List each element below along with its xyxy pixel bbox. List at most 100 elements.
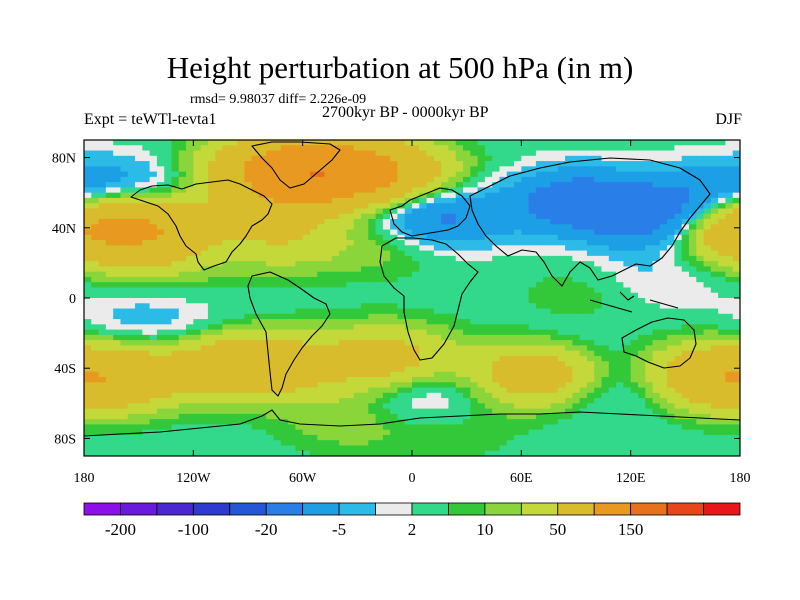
field-cell — [193, 392, 202, 399]
field-cell — [288, 345, 296, 352]
field-cell — [710, 171, 719, 178]
field-cell — [149, 282, 158, 289]
field-cell — [696, 334, 705, 341]
field-cell — [637, 282, 646, 289]
field-cell — [302, 319, 311, 325]
field-cell — [514, 140, 522, 146]
field-cell — [229, 219, 238, 225]
field-cell — [207, 303, 216, 310]
field-cell — [164, 255, 173, 262]
field-cell — [637, 266, 646, 273]
field-cell — [412, 203, 420, 210]
field-cell — [222, 292, 231, 299]
field-cell — [84, 140, 92, 146]
field-cell — [105, 208, 114, 215]
field-cell — [521, 229, 530, 236]
field-cell — [309, 234, 318, 241]
field-cell — [346, 392, 355, 399]
field-cell — [659, 308, 668, 315]
field-cell — [688, 292, 697, 299]
field-cell — [295, 155, 304, 162]
field-cell — [652, 161, 661, 167]
field-cell — [463, 419, 471, 425]
field-cell — [222, 377, 231, 383]
field-cell — [266, 313, 275, 320]
field-cell — [178, 424, 187, 431]
field-cell — [222, 387, 231, 394]
field-cell — [404, 176, 413, 183]
field-cell — [149, 140, 158, 146]
field-cell — [732, 313, 740, 320]
field-cell — [91, 287, 100, 294]
field-cell — [273, 171, 282, 178]
field-cell — [477, 197, 486, 204]
field-cell — [295, 192, 304, 199]
field-cell — [484, 424, 493, 431]
field-cell — [499, 166, 508, 173]
field-cell — [477, 334, 486, 341]
field-cell — [295, 298, 304, 304]
field-cell — [324, 324, 333, 331]
field-cell — [419, 213, 428, 220]
field-cell — [375, 166, 384, 173]
field-cell — [324, 192, 333, 199]
field-cell — [84, 298, 92, 304]
field-cell — [84, 355, 92, 362]
field-cell — [463, 171, 471, 178]
field-cell — [433, 276, 442, 283]
field-cell — [142, 171, 151, 178]
field-cell — [346, 276, 355, 283]
field-cell — [127, 366, 136, 373]
field-cell — [222, 403, 231, 410]
field-cell — [659, 303, 668, 310]
field-cell — [324, 355, 333, 362]
field-cell — [237, 340, 245, 346]
field-cell — [178, 261, 187, 267]
field-cell — [149, 255, 158, 262]
field-cell — [120, 377, 129, 383]
field-cell — [346, 245, 355, 252]
field-cell — [543, 350, 552, 357]
field-cell — [557, 303, 566, 310]
field-cell — [135, 419, 143, 425]
field-cell — [98, 245, 107, 252]
field-cell — [98, 408, 107, 415]
field-cell — [339, 176, 347, 183]
field-cell — [645, 387, 654, 394]
field-cell — [295, 161, 304, 167]
field-cell — [273, 408, 282, 415]
field-cell — [732, 266, 740, 273]
field-cell — [302, 350, 311, 357]
field-cell — [346, 355, 355, 362]
field-cell — [623, 292, 632, 299]
field-cell — [645, 276, 654, 283]
field-cell — [594, 377, 603, 383]
field-cell — [441, 377, 450, 383]
field-cell — [565, 245, 573, 252]
field-cell — [331, 345, 340, 352]
field-cell — [521, 313, 530, 320]
field-cell — [127, 187, 136, 194]
field-cell — [521, 276, 530, 283]
field-cell — [149, 155, 158, 162]
field-cell — [645, 182, 654, 188]
field-cell — [288, 245, 296, 252]
field-cell — [543, 287, 552, 294]
field-cell — [674, 287, 683, 294]
field-cell — [732, 387, 740, 394]
field-cell — [135, 245, 143, 252]
field-cell — [732, 203, 740, 210]
field-cell — [441, 145, 450, 152]
field-cell — [455, 308, 464, 315]
field-cell — [302, 361, 311, 368]
field-cell — [113, 261, 122, 267]
field-cell — [91, 255, 100, 262]
field-cell — [586, 292, 595, 299]
field-cell — [674, 266, 683, 273]
field-cell — [572, 334, 581, 341]
field-cell — [514, 245, 522, 252]
field-cell — [98, 429, 107, 436]
field-cell — [477, 166, 486, 173]
field-cell — [324, 403, 333, 410]
field-cell — [528, 145, 537, 152]
